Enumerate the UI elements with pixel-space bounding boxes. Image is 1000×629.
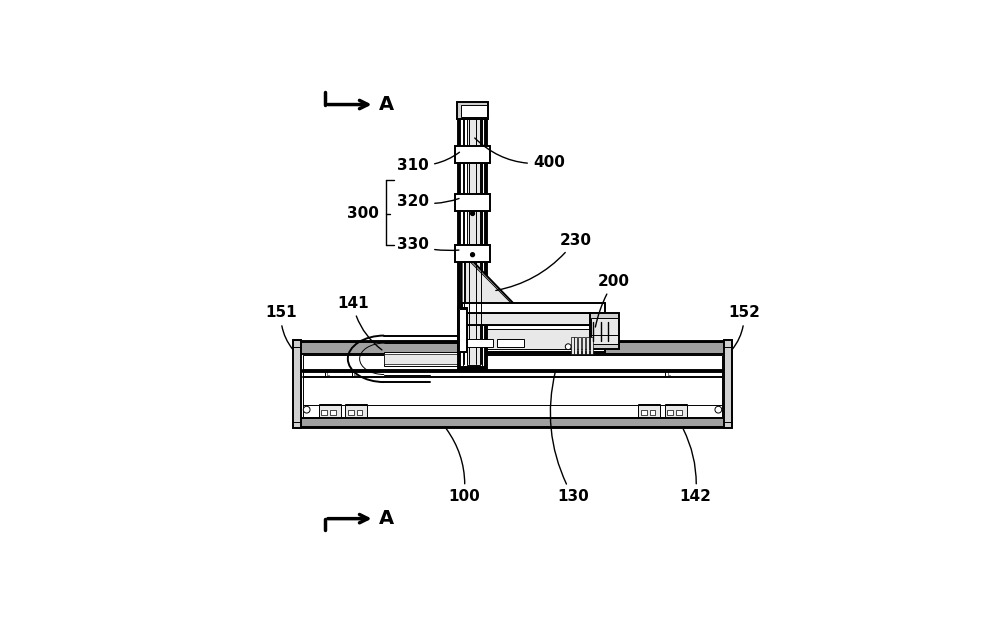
Bar <box>462 303 605 313</box>
Bar <box>497 340 524 347</box>
Bar <box>345 405 367 417</box>
Bar <box>578 337 581 354</box>
Bar <box>676 409 682 416</box>
Bar <box>298 342 727 354</box>
Bar <box>293 340 301 428</box>
Text: 141: 141 <box>337 296 382 350</box>
Bar <box>384 354 462 364</box>
Bar <box>591 318 618 344</box>
Bar <box>638 405 660 417</box>
Bar <box>298 342 727 426</box>
Bar <box>457 102 488 119</box>
Text: 230: 230 <box>496 233 591 291</box>
Bar <box>650 409 655 416</box>
Bar <box>464 329 602 349</box>
Bar <box>462 313 605 325</box>
Text: 400: 400 <box>475 138 565 170</box>
Text: 152: 152 <box>728 305 760 350</box>
Bar <box>466 340 493 347</box>
Bar <box>590 337 593 354</box>
Text: L: L <box>354 372 357 377</box>
Bar <box>348 409 354 416</box>
Bar <box>458 308 467 352</box>
Bar <box>461 104 487 116</box>
Bar <box>459 104 486 369</box>
Bar <box>455 146 490 163</box>
Circle shape <box>471 253 474 257</box>
Text: 300: 300 <box>347 206 379 221</box>
Text: L: L <box>667 372 670 377</box>
Bar <box>462 325 605 352</box>
Bar <box>590 313 619 349</box>
Text: A: A <box>379 95 394 114</box>
Bar <box>586 337 589 354</box>
Bar <box>455 245 490 262</box>
Bar <box>641 409 647 416</box>
Text: A: A <box>379 509 394 528</box>
Bar <box>455 194 490 211</box>
Text: 142: 142 <box>680 429 712 504</box>
Text: 200: 200 <box>595 274 630 327</box>
Bar <box>298 418 727 426</box>
Text: 310: 310 <box>397 152 459 172</box>
Bar <box>330 409 336 416</box>
Text: L: L <box>327 372 330 377</box>
Bar <box>667 409 673 416</box>
Text: 330: 330 <box>397 238 459 252</box>
Bar <box>571 337 574 354</box>
Bar <box>724 340 732 428</box>
Bar <box>582 337 585 354</box>
Text: 100: 100 <box>446 429 480 504</box>
Bar <box>357 409 362 416</box>
Polygon shape <box>466 257 532 324</box>
Circle shape <box>715 406 722 413</box>
Bar <box>321 409 327 416</box>
Text: 130: 130 <box>550 371 589 504</box>
Bar <box>319 405 341 417</box>
Bar <box>384 352 462 366</box>
Bar <box>467 108 480 365</box>
Bar <box>463 107 482 366</box>
Text: 151: 151 <box>265 305 297 350</box>
Circle shape <box>303 406 310 413</box>
Circle shape <box>565 344 571 350</box>
Circle shape <box>471 211 474 216</box>
Text: 320: 320 <box>397 194 459 209</box>
Bar <box>665 405 687 417</box>
Bar <box>459 309 466 350</box>
Bar <box>574 337 577 354</box>
Bar <box>303 355 722 417</box>
Polygon shape <box>462 250 534 325</box>
